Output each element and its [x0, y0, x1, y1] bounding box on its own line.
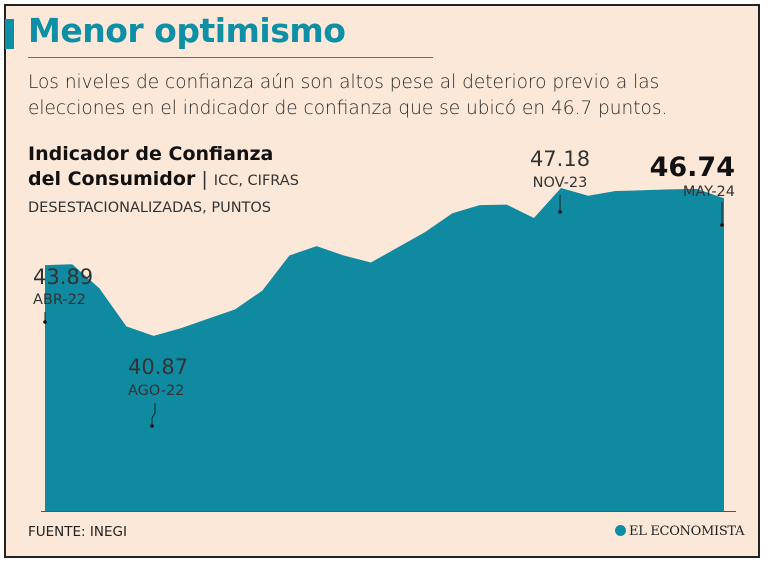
brand-logo: EL ECONOMISTA [615, 524, 744, 539]
leader-dot-ago-22 [150, 424, 154, 428]
data-label-value-nov-23: 47.18 [530, 147, 590, 171]
chart-title-line1: Indicador de Confianza [28, 143, 274, 165]
chart-title-separator: | [195, 168, 214, 190]
data-label-value-abr-22: 43.89 [33, 265, 93, 289]
leader-dot-nov-23 [558, 210, 562, 214]
page-subtitle: Los niveles de confianza aún son altos p… [28, 72, 668, 119]
data-label-date-may-24: MAY-24 [683, 184, 735, 200]
series-area [45, 188, 724, 511]
chart-units-note-line2: DESESTACIONALIZADAS, PUNTOS [28, 200, 272, 216]
data-label-value-ago-22: 40.87 [128, 355, 188, 379]
data-label-date-nov-23: NOV-23 [533, 175, 588, 191]
page-title: Menor optimismo [28, 11, 346, 50]
chart-title: Indicador de Confianza del Consumidor | … [28, 142, 368, 221]
chart-title-line2: del Consumidor [28, 168, 196, 190]
data-label-date-abr-22: ABR-22 [33, 292, 86, 308]
leader-dot-abr-22 [43, 320, 47, 324]
leader-dot-may-24 [720, 223, 724, 227]
data-label-value-may-24: 46.74 [650, 152, 735, 183]
data-label-date-ago-22: AGO-22 [128, 383, 184, 399]
title-accent-bar [5, 19, 14, 49]
brand-logo-icon [615, 525, 626, 536]
leader-line-ago-22 [151, 403, 156, 426]
source-note: FUENTE: INEGI [28, 524, 127, 540]
brand-name: EL ECONOMISTA [629, 524, 745, 539]
chart-units-note: ICC, CIFRAS [213, 173, 299, 189]
title-underline [28, 57, 433, 58]
